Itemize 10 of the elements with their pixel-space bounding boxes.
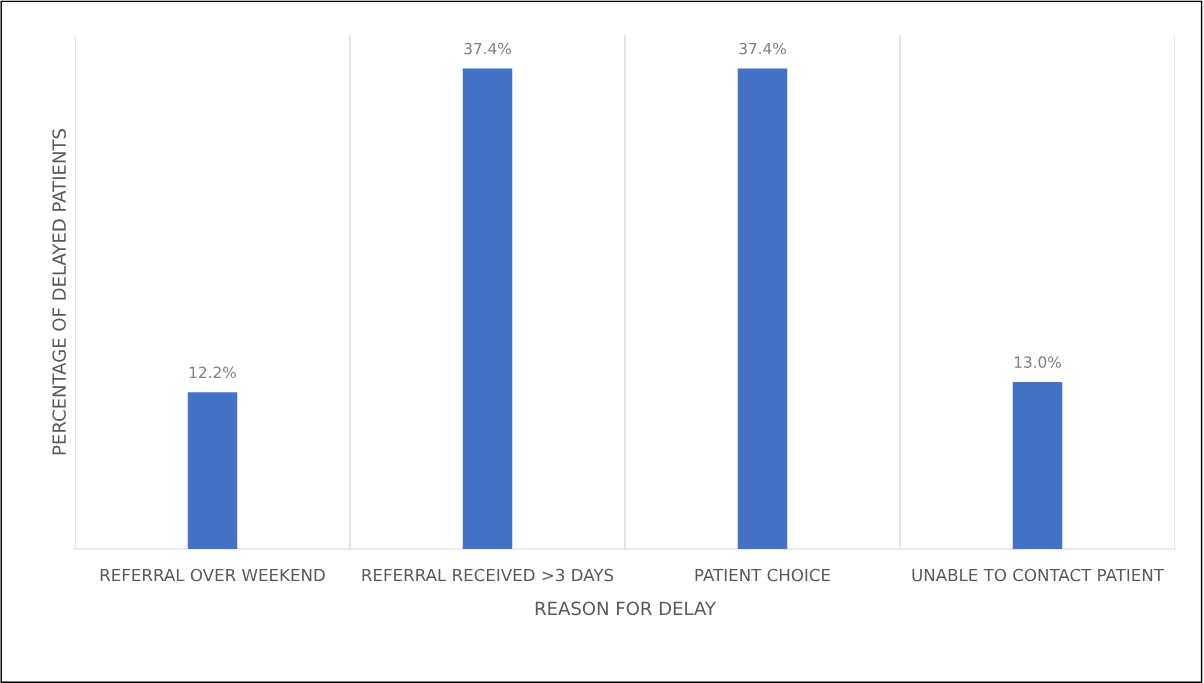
x-tick-label: PATIENT CHOICE (695, 568, 830, 582)
data-label: 37.4% (464, 42, 511, 55)
data-label: 12.2% (189, 366, 236, 379)
data-label: 37.4% (739, 42, 786, 55)
x-axis-title: REASON FOR DELAY (535, 601, 716, 616)
x-tick-label: REFERRAL RECEIVED >3 DAYS (362, 568, 614, 582)
data-label: 13.0% (1014, 356, 1061, 368)
y-axis-title: PERCENTAGE OF DELAYED PATIENTS (52, 129, 66, 455)
x-tick-label: UNABLE TO CONTACT PATIENT (912, 568, 1165, 582)
x-tick-label: REFERRAL OVER WEEKEND (100, 568, 325, 582)
